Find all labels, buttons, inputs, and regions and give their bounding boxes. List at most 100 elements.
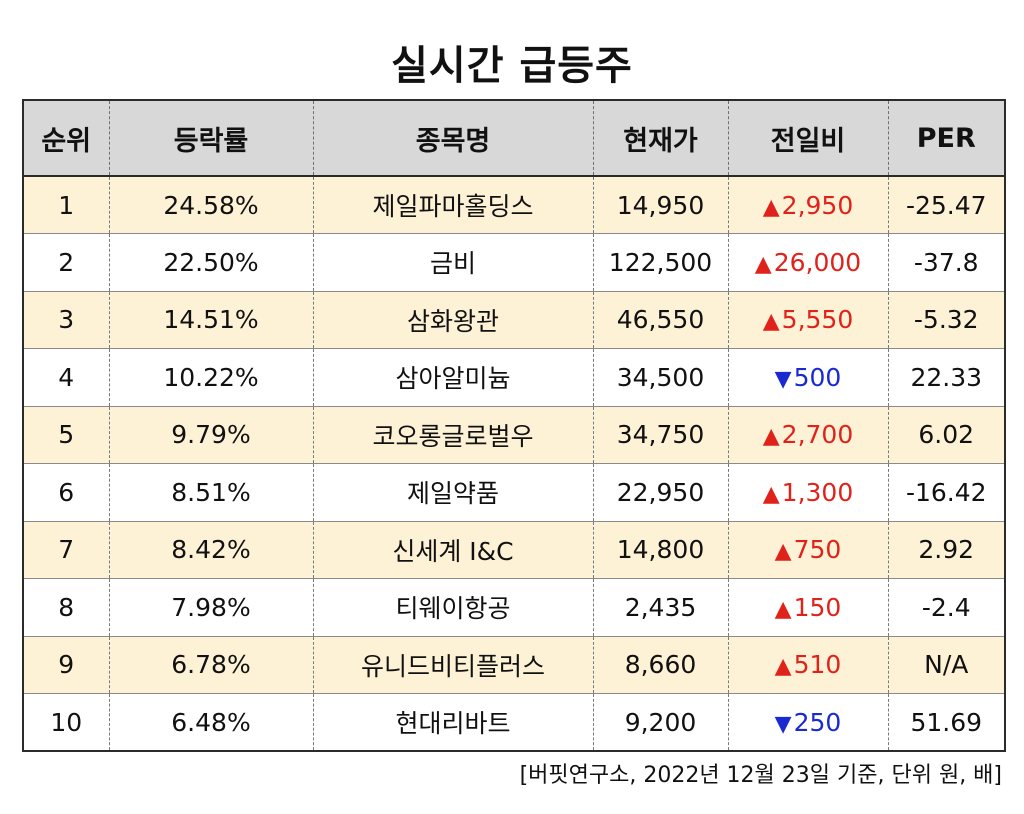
change-rate-cell: 22.50%: [108, 233, 313, 292]
day-change-cell: ▲1,300: [727, 463, 888, 522]
header-change-rate: 등락률: [108, 100, 313, 177]
day-change-cell: ▼250: [727, 693, 888, 751]
day-change-value: ▼250: [775, 708, 842, 737]
per-cell: -5.32: [887, 291, 1005, 349]
day-change-amount: 1,300: [781, 477, 854, 507]
stock-name-cell: 금비: [312, 233, 593, 292]
stock-name-cell: 삼화왕관: [312, 291, 593, 349]
day-change-cell: ▲150: [727, 578, 888, 637]
triangle-up-icon: ▲: [774, 596, 792, 622]
day-change-cell: ▼500: [727, 348, 888, 407]
header-rank: 순위: [23, 100, 109, 177]
change-rate-cell: 24.58%: [108, 176, 313, 234]
per-cell: -2.4: [887, 578, 1005, 637]
day-change-amount: 5,550: [781, 305, 854, 335]
triangle-down-icon: ▼: [774, 711, 792, 737]
stock-name-cell: 삼아알미늄: [312, 348, 593, 407]
header-stock-name: 종목명: [312, 100, 593, 177]
change-rate-cell: 10.22%: [108, 348, 313, 407]
rank-cell: 10: [50, 707, 83, 737]
rank-cell: 9: [23, 636, 109, 694]
triangle-up-icon: ▲: [762, 424, 780, 450]
price-cell: 14,800: [592, 521, 728, 579]
day-change-cell: ▲510: [727, 636, 888, 694]
per-cell: 51.69: [887, 693, 1005, 751]
change-rate-cell: 8.51%: [108, 463, 313, 522]
triangle-up-icon: ▲: [774, 654, 792, 680]
change-rate-cell: 7.98%: [108, 578, 313, 637]
day-change-cell: ▲2,700: [727, 406, 888, 464]
table-row: 6 8.51% 제일약품 22,950 ▲1,300 -16.42: [23, 463, 1005, 522]
rank-cell: 1: [23, 176, 109, 234]
per-cell: -37.8: [887, 233, 1005, 292]
rank-cell: 6: [23, 463, 109, 522]
day-change-value: ▼500: [775, 363, 842, 392]
table-row: 9 6.78% 유니드비티플러스 8,660 ▲510 N/A: [23, 636, 1005, 694]
change-rate-cell: 14.51%: [108, 291, 313, 349]
rank-cell: 3: [23, 291, 109, 349]
stock-name-cell: 제일약품: [312, 463, 593, 522]
rank-cell: 4: [23, 348, 109, 407]
day-change-value: ▲1,300: [763, 478, 854, 507]
source-footnote: [버핏연구소, 2022년 12월 23일 기준, 단위 원, 배]: [519, 763, 1002, 788]
change-rate-cell: 9.79%: [108, 406, 313, 464]
rank-cell: 2: [23, 233, 109, 292]
table-row: 5 9.79% 코오롱글로벌우 34,750 ▲2,700 6.02: [23, 406, 1005, 464]
day-change-cell: ▲2,950: [727, 176, 888, 234]
per-cell: -16.42: [887, 463, 1005, 522]
day-change-value: ▲26,000: [755, 248, 861, 277]
header-current-price: 현재가: [592, 100, 728, 177]
triangle-up-icon: ▲: [774, 539, 792, 565]
per-cell: -25.47: [887, 176, 1005, 234]
price-cell: 8,660: [592, 636, 728, 694]
stock-name-cell: 유니드비티플러스: [312, 636, 593, 694]
day-change-amount: 26,000: [773, 247, 862, 277]
day-change-cell: ▲26,000: [727, 233, 888, 292]
price-cell: 14,950: [592, 176, 728, 234]
day-change-cell: ▲750: [727, 521, 888, 579]
price-cell: 34,500: [592, 348, 728, 407]
price-cell: 46,550: [592, 291, 728, 349]
table-row: 7 8.42% 신세계 I&C 14,800 ▲750 2.92: [23, 521, 1005, 579]
day-change-value: ▲150: [775, 593, 842, 622]
header-per: PER: [887, 100, 1005, 177]
triangle-up-icon: ▲: [762, 481, 780, 507]
header-day-change: 전일비: [727, 100, 888, 177]
change-rate-cell: 6.48%: [108, 693, 313, 751]
stock-name-cell: 티웨이항공: [312, 578, 593, 637]
day-change-value: ▲510: [775, 650, 842, 679]
per-cell: 22.33: [887, 348, 1005, 407]
per-cell: 2.92: [887, 521, 1005, 579]
triangle-down-icon: ▼: [774, 366, 792, 392]
triangle-up-icon: ▲: [762, 309, 780, 335]
day-change-amount: 2,700: [781, 420, 854, 450]
price-cell: 122,500: [592, 233, 728, 292]
rank-cell: 5: [23, 406, 109, 464]
rank-cell: 8: [23, 578, 109, 637]
stock-name-cell: 코오롱글로벌우: [312, 406, 593, 464]
stock-name-cell: 현대리바트: [312, 693, 593, 751]
day-change-value: ▲2,950: [763, 191, 854, 220]
day-change-amount: 250: [793, 707, 842, 737]
table-header-row: 순위 등락률 종목명 현재가 전일비 PER: [23, 100, 1005, 177]
surging-stocks-table: 순위 등락률 종목명 현재가 전일비 PER 1 24.58% 제일파마홀딩스 14,…: [22, 99, 1006, 752]
day-change-amount: 510: [793, 650, 842, 680]
day-change-amount: 2,950: [781, 190, 854, 220]
day-change-value: ▲5,550: [763, 305, 854, 334]
triangle-up-icon: ▲: [762, 194, 780, 220]
day-change-amount: 150: [793, 592, 842, 622]
price-cell: 34,750: [592, 406, 728, 464]
table-row: 8 7.98% 티웨이항공 2,435 ▲150 -2.4: [23, 578, 1005, 637]
day-change-value: ▲750: [775, 535, 842, 564]
change-rate-cell: 8.42%: [108, 521, 313, 579]
per-cell: N/A: [887, 636, 1005, 694]
day-change-amount: 750: [793, 535, 842, 565]
stock-name-cell: 신세계 I&C: [312, 521, 593, 579]
day-change-amount: 500: [793, 362, 842, 392]
change-rate-cell: 6.78%: [108, 636, 313, 694]
per-cell: 6.02: [887, 406, 1005, 464]
price-cell: 22,950: [592, 463, 728, 522]
table-row: 4 10.22% 삼아알미늄 34,500 ▼500 22.33: [23, 348, 1005, 407]
day-change-cell: ▲5,550: [727, 291, 888, 349]
table-row: 10 6.48% 현대리바트 9,200 ▼250 51.69: [23, 693, 1005, 751]
